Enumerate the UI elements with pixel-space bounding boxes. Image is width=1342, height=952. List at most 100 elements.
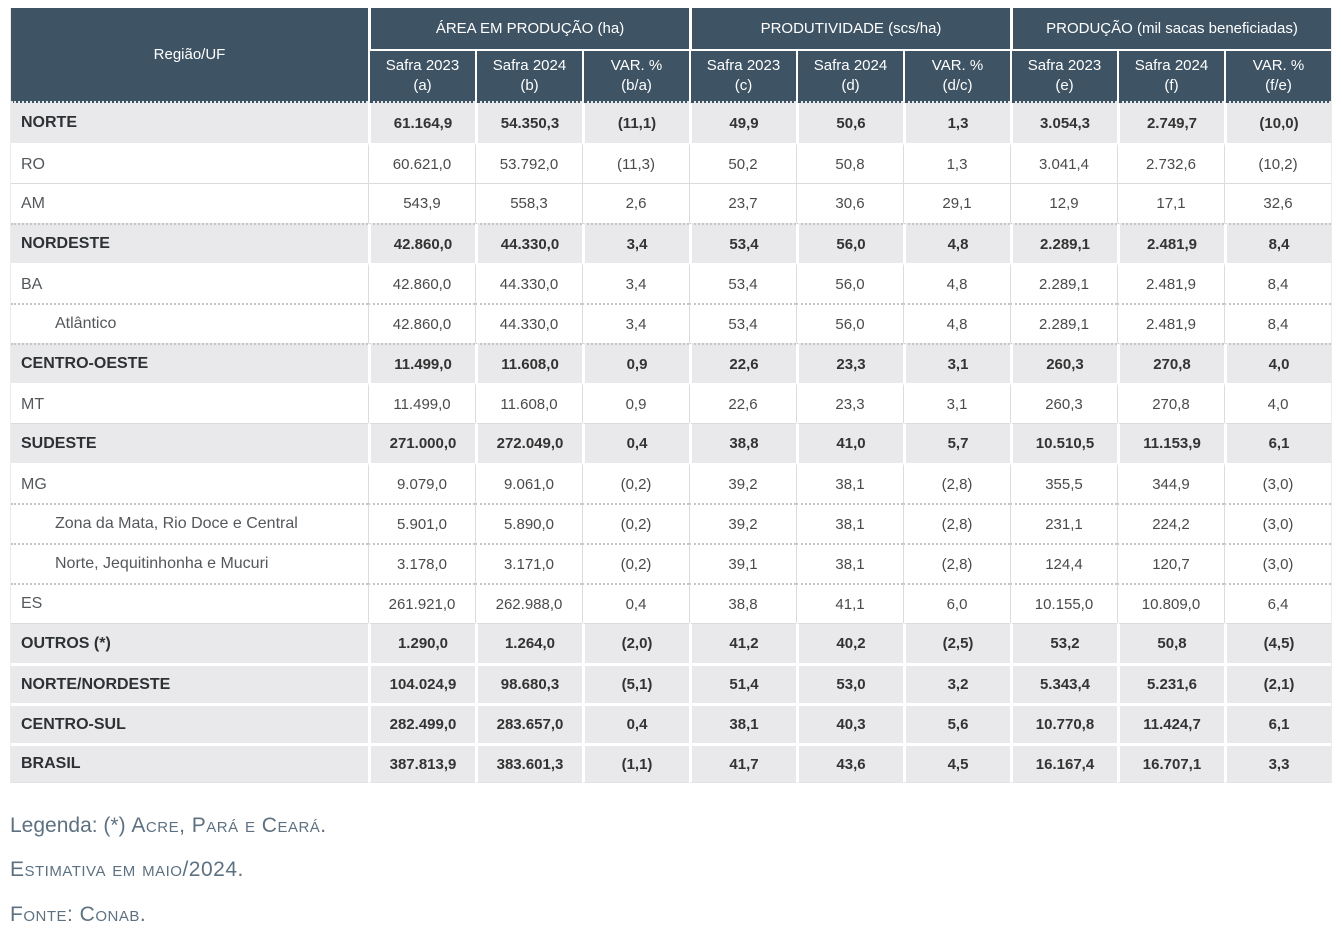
table-row: NORTE 61.164,9 54.350,3 (11,1) 49,9 50,6 1,3 3.… bbox=[11, 103, 1331, 143]
column-group-header: PRODUTIVIDADE (scs/ha) bbox=[689, 8, 1010, 51]
value-cell: 3,3 bbox=[1224, 743, 1331, 783]
value-cell: 6,4 bbox=[1224, 583, 1331, 623]
row-label-cell: AM bbox=[11, 183, 368, 223]
legend-states: Acre, Pará e Ceará. bbox=[131, 814, 327, 837]
row-label-cell: MT bbox=[11, 383, 368, 423]
value-cell: 39,1 bbox=[689, 543, 796, 583]
value-cell: 2.732,6 bbox=[1117, 143, 1224, 183]
value-cell: 39,2 bbox=[689, 463, 796, 503]
value-cell: 558,3 bbox=[475, 183, 582, 223]
value-cell: 4,5 bbox=[903, 743, 1010, 783]
row-label-cell: NORTE/NORDESTE bbox=[11, 663, 368, 703]
value-cell: 282.499,0 bbox=[368, 703, 475, 743]
table-row: BA 42.860,0 44.330,0 3,4 53,4 56,0 4,8 2.289,1 2… bbox=[11, 263, 1331, 303]
value-cell: 38,8 bbox=[689, 423, 796, 463]
value-cell: 261.921,0 bbox=[368, 583, 475, 623]
header-sub-row: Safra 2023 (a) Safra 2024 (b) VAR. % (b/a)… bbox=[11, 51, 1331, 103]
value-cell: 271.000,0 bbox=[368, 423, 475, 463]
value-cell: 16.707,1 bbox=[1117, 743, 1224, 783]
column-group-header: PRODUÇÃO (mil sacas beneficiadas) bbox=[1010, 8, 1331, 51]
value-cell: (10,0) bbox=[1224, 103, 1331, 143]
table-row: Norte, Jequitinhonha e Mucuri 3.178,0 3.17… bbox=[11, 543, 1331, 583]
value-cell: 8,4 bbox=[1224, 223, 1331, 263]
column-header: Safra 2024 (f) bbox=[1117, 51, 1224, 103]
value-cell: 49,9 bbox=[689, 103, 796, 143]
value-cell: (2,5) bbox=[903, 623, 1010, 663]
value-cell: 260,3 bbox=[1010, 383, 1117, 423]
value-cell: 3,1 bbox=[903, 343, 1010, 383]
value-cell: 4,8 bbox=[903, 223, 1010, 263]
value-cell: 2.481,9 bbox=[1117, 263, 1224, 303]
value-cell: (10,2) bbox=[1224, 143, 1331, 183]
value-cell: 104.024,9 bbox=[368, 663, 475, 703]
value-cell: (0,2) bbox=[582, 463, 689, 503]
column-header: Safra 2023 (c) bbox=[689, 51, 796, 103]
value-cell: 51,4 bbox=[689, 663, 796, 703]
value-cell: (2,0) bbox=[582, 623, 689, 663]
table-row: Atlântico 42.860,0 44.330,0 3,4 53,4 56,0 4,8 2… bbox=[11, 303, 1331, 343]
table-footnotes: Legenda: (*) Acre, Pará e Ceará. Estimat… bbox=[10, 812, 327, 945]
value-cell: 44.330,0 bbox=[475, 303, 582, 343]
value-cell: (11,1) bbox=[582, 103, 689, 143]
value-cell: 54.350,3 bbox=[475, 103, 582, 143]
header-group-row: Região/UF ÁREA EM PRODUÇÃO (ha) PRODUTIVID… bbox=[11, 8, 1331, 103]
value-cell: 4,8 bbox=[903, 303, 1010, 343]
table-row: OUTROS (*) 1.290,0 1.264,0 (2,0) 41,2 40,2 (2,… bbox=[11, 623, 1331, 663]
table-row: NORTE/NORDESTE 104.024,9 98.680,3 (5,1) 51,4… bbox=[11, 663, 1331, 703]
value-cell: 42.860,0 bbox=[368, 223, 475, 263]
value-cell: 44.330,0 bbox=[475, 223, 582, 263]
value-cell: (2,8) bbox=[903, 543, 1010, 583]
value-cell: 16.167,4 bbox=[1010, 743, 1117, 783]
value-cell: 23,3 bbox=[796, 383, 903, 423]
value-cell: 23,3 bbox=[796, 343, 903, 383]
column-header: VAR. % (b/a) bbox=[582, 51, 689, 103]
value-cell: 1,3 bbox=[903, 143, 1010, 183]
value-cell: 0,9 bbox=[582, 383, 689, 423]
value-cell: 56,0 bbox=[796, 303, 903, 343]
value-cell: (4,5) bbox=[1224, 623, 1331, 663]
value-cell: 3,2 bbox=[903, 663, 1010, 703]
value-cell: 53.792,0 bbox=[475, 143, 582, 183]
value-cell: 32,6 bbox=[1224, 183, 1331, 223]
value-cell: 39,2 bbox=[689, 503, 796, 543]
value-cell: (11,3) bbox=[582, 143, 689, 183]
value-cell: 50,6 bbox=[796, 103, 903, 143]
value-cell: 2,6 bbox=[582, 183, 689, 223]
value-cell: 42.860,0 bbox=[368, 303, 475, 343]
value-cell: 2.481,9 bbox=[1117, 303, 1224, 343]
value-cell: 53,2 bbox=[1010, 623, 1117, 663]
value-cell: 4,8 bbox=[903, 263, 1010, 303]
value-cell: 43,6 bbox=[796, 743, 903, 783]
value-cell: 3.041,4 bbox=[1010, 143, 1117, 183]
value-cell: 270,8 bbox=[1117, 383, 1224, 423]
value-cell: 2.749,7 bbox=[1117, 103, 1224, 143]
value-cell: 11.608,0 bbox=[475, 343, 582, 383]
value-cell: 56,0 bbox=[796, 263, 903, 303]
value-cell: 543,9 bbox=[368, 183, 475, 223]
column-group-header: ÁREA EM PRODUÇÃO (ha) bbox=[368, 8, 689, 51]
value-cell: 6,1 bbox=[1224, 703, 1331, 743]
table-row: Zona da Mata, Rio Doce e Central 5.901,0 5… bbox=[11, 503, 1331, 543]
source-note: Fonte: Conab. bbox=[10, 902, 147, 926]
table-row: NORDESTE 42.860,0 44.330,0 3,4 53,4 56,0 4,8 2.… bbox=[11, 223, 1331, 263]
table-row: ES 261.921,0 262.988,0 0,4 38,8 41,1 6,0 10.155… bbox=[11, 583, 1331, 623]
value-cell: 11.608,0 bbox=[475, 383, 582, 423]
value-cell: 6,0 bbox=[903, 583, 1010, 623]
value-cell: 272.049,0 bbox=[475, 423, 582, 463]
table-row: RO 60.621,0 53.792,0 (11,3) 50,2 50,8 1,3 3.041… bbox=[11, 143, 1331, 183]
value-cell: 30,6 bbox=[796, 183, 903, 223]
value-cell: (2,8) bbox=[903, 463, 1010, 503]
value-cell: 41,0 bbox=[796, 423, 903, 463]
value-cell: 11.499,0 bbox=[368, 383, 475, 423]
value-cell: 0,4 bbox=[582, 703, 689, 743]
value-cell: 44.330,0 bbox=[475, 263, 582, 303]
row-label-cell: Zona da Mata, Rio Doce e Central bbox=[11, 503, 368, 543]
value-cell: 3,4 bbox=[582, 263, 689, 303]
value-cell: 8,4 bbox=[1224, 303, 1331, 343]
value-cell: 5.901,0 bbox=[368, 503, 475, 543]
value-cell: 61.164,9 bbox=[368, 103, 475, 143]
value-cell: 53,4 bbox=[689, 303, 796, 343]
value-cell: 5,7 bbox=[903, 423, 1010, 463]
value-cell: 383.601,3 bbox=[475, 743, 582, 783]
value-cell: 10.510,5 bbox=[1010, 423, 1117, 463]
